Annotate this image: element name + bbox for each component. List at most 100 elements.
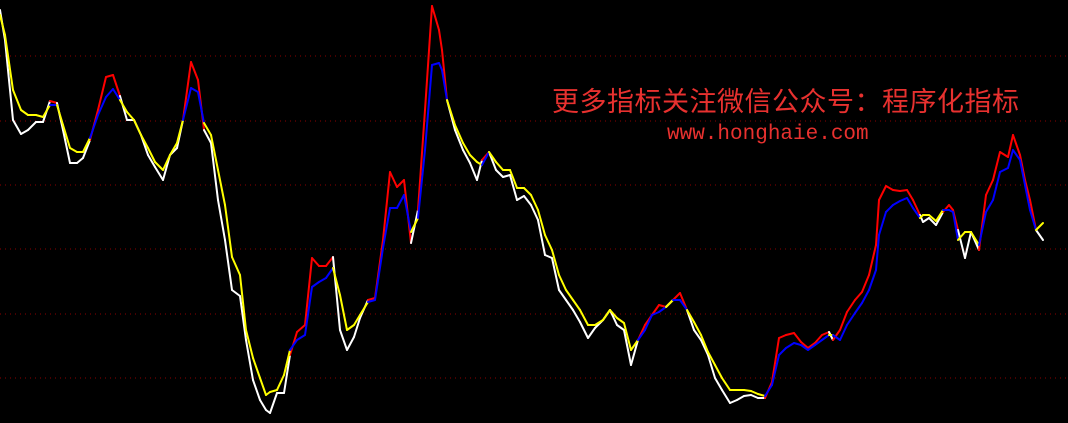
slow-line-segment	[854, 302, 863, 314]
fast-line-segment	[537, 219, 546, 256]
fast-line-segment	[112, 74, 121, 97]
slow-line-segment	[296, 334, 306, 341]
fast-line-segment	[27, 121, 37, 131]
fast-line-segment	[623, 329, 632, 366]
fast-line-segment	[999, 151, 1009, 158]
fast-line-segment	[544, 254, 553, 259]
fast-line-segment	[454, 129, 464, 151]
slow-line-segment	[523, 187, 532, 196]
slow-line-segment	[169, 142, 178, 156]
fast-line-segment	[339, 329, 348, 351]
fast-line-segment	[49, 100, 58, 104]
slow-line-segment	[210, 134, 219, 171]
slow-line-segment	[999, 167, 1009, 173]
slow-line-segment	[1029, 209, 1037, 231]
slow-line-segment	[1024, 184, 1031, 211]
slow-line-segment	[757, 393, 766, 397]
slow-line-segment	[403, 194, 412, 233]
slow-line-segment	[565, 289, 574, 301]
slow-line-segment	[602, 309, 611, 321]
fast-line-segment	[957, 229, 966, 259]
slow-line-segment	[431, 62, 440, 66]
fast-line-segment	[558, 289, 567, 301]
slow-line-segment	[579, 309, 589, 326]
slow-line-segment	[832, 334, 841, 341]
fast-line-segment	[800, 341, 809, 349]
slow-line-segment	[469, 154, 478, 163]
slow-line-segment	[311, 281, 320, 288]
fast-line-segment	[700, 339, 709, 356]
fast-line-segment	[389, 171, 398, 188]
slow-line-segment	[1012, 149, 1021, 161]
fast-line-segment	[396, 179, 405, 188]
slow-line-segment	[623, 322, 632, 351]
slow-line-segment	[1035, 222, 1044, 231]
slow-line-segment	[700, 334, 709, 353]
fast-line-segment	[992, 151, 1001, 181]
fast-line-segment	[928, 217, 937, 226]
slow-line-segment	[714, 364, 723, 379]
slow-line-segment	[644, 314, 653, 331]
slow-line-segment	[69, 147, 78, 153]
fast-line-segment	[476, 159, 483, 181]
slow-line-segment	[176, 119, 184, 144]
fast-line-segment	[296, 324, 306, 333]
slow-line-segment	[203, 122, 212, 136]
slow-line-segment	[594, 319, 604, 326]
fast-line-segment	[1024, 179, 1031, 201]
fast-line-segment	[771, 337, 780, 383]
slow-line-segment	[154, 161, 164, 171]
slow-line-segment	[147, 147, 156, 163]
fast-line-segment	[311, 257, 320, 267]
slow-line-segment	[721, 377, 731, 391]
slow-line-segment	[800, 344, 809, 351]
fast-line-segment	[743, 394, 752, 397]
slow-line-segment	[119, 99, 128, 113]
fast-line-segment	[587, 327, 596, 339]
slow-line-segment	[133, 119, 142, 136]
slow-line-segment	[105, 88, 114, 98]
slow-line-segment	[217, 169, 226, 206]
fast-line-segment	[97, 76, 107, 111]
slow-line-segment	[839, 324, 848, 341]
fast-line-segment	[868, 244, 877, 276]
fast-line-segment	[382, 171, 391, 241]
slow-line-segment	[488, 151, 497, 163]
slow-line-segment	[97, 96, 107, 116]
fast-line-segment	[154, 166, 164, 181]
slow-line-segment	[707, 351, 716, 366]
watermark-url: www.honghaie.com	[667, 123, 869, 146]
slow-line-segment	[259, 377, 267, 396]
slow-line-segment	[537, 209, 546, 236]
slow-line-segment	[346, 324, 355, 331]
slow-line-segment	[318, 277, 327, 283]
slow-line-segment	[658, 306, 667, 313]
slow-line-segment	[190, 87, 199, 93]
slow-line-segment	[339, 294, 348, 331]
slow-line-segment	[875, 234, 880, 271]
slow-line-segment	[396, 194, 405, 209]
fast-line-segment	[530, 204, 539, 221]
slow-line-segment	[978, 211, 987, 246]
slow-line-segment	[985, 199, 994, 213]
fast-line-segment	[714, 377, 723, 391]
slow-line-segment	[4, 34, 14, 91]
slow-line-segment	[906, 197, 914, 209]
fast-line-segment	[182, 61, 192, 121]
fast-line-segment	[438, 29, 443, 51]
slow-line-segment	[245, 329, 254, 359]
slow-line-segment	[283, 349, 291, 376]
slow-line-segment	[162, 154, 171, 171]
fast-line-segment	[899, 189, 908, 192]
fast-line-segment	[948, 204, 954, 211]
slow-line-segment	[778, 347, 787, 356]
slow-line-segment	[558, 274, 567, 291]
fast-line-segment	[964, 231, 972, 259]
fast-line-segment	[846, 299, 856, 313]
slow-line-segment	[462, 142, 471, 156]
slow-line-segment	[970, 231, 980, 246]
slow-line-segment	[374, 247, 384, 301]
slow-line-segment	[771, 354, 780, 386]
